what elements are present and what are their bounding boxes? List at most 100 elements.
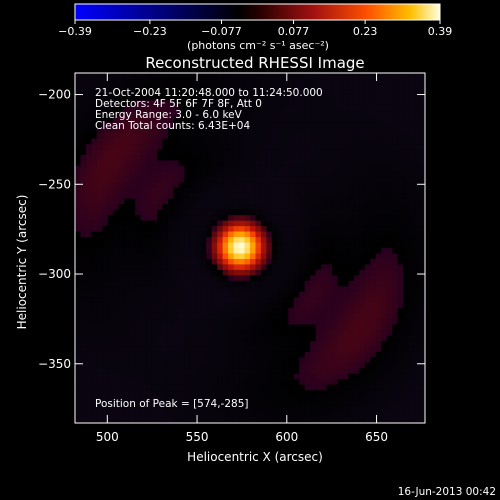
heatmap-cell xyxy=(250,264,256,271)
heatmap-cell xyxy=(96,171,103,178)
heatmap-cell xyxy=(146,100,152,107)
heatmap-cell xyxy=(217,269,224,276)
heatmap-cell xyxy=(359,291,366,298)
heatmap-cell xyxy=(392,324,399,331)
heatmap-cell xyxy=(200,100,207,107)
heatmap-cell xyxy=(162,187,169,194)
heatmap-cell xyxy=(342,73,349,79)
heatmap-cell xyxy=(250,357,256,364)
heatmap-cell xyxy=(397,324,404,331)
heatmap-cell xyxy=(91,138,98,145)
heatmap-cell xyxy=(80,330,87,336)
heatmap-cell xyxy=(392,73,399,79)
heatmap-cell xyxy=(96,116,103,123)
heatmap-cell xyxy=(195,209,202,216)
heatmap-cell xyxy=(135,171,142,178)
heatmap-cell xyxy=(222,122,229,129)
heatmap-cell xyxy=(173,335,180,342)
heatmap-cell xyxy=(228,357,234,364)
heatmap-cell xyxy=(113,340,120,347)
heatmap-cell xyxy=(151,160,158,167)
heatmap-cell xyxy=(189,89,196,96)
heatmap-cell xyxy=(189,379,196,386)
heatmap-cell xyxy=(184,384,191,391)
heatmap-cell xyxy=(173,379,180,386)
heatmap-cell xyxy=(337,94,344,101)
heatmap-cell xyxy=(304,83,311,90)
heatmap-cell xyxy=(162,231,169,238)
heatmap-cell xyxy=(260,297,267,304)
heatmap-cell xyxy=(326,346,333,353)
heatmap-cell xyxy=(353,357,360,364)
heatmap-cell xyxy=(162,291,169,298)
heatmap-cell xyxy=(107,144,114,150)
heatmap-cell xyxy=(337,406,344,413)
heatmap-cell xyxy=(173,111,180,118)
heatmap-cell xyxy=(195,417,202,424)
heatmap-cell xyxy=(85,379,92,386)
heatmap-cell xyxy=(217,187,224,194)
heatmap-cell xyxy=(397,78,404,85)
heatmap-cell xyxy=(173,384,180,391)
heatmap-cell xyxy=(321,133,327,140)
heatmap-cell xyxy=(342,176,349,183)
heatmap-cell xyxy=(321,204,327,211)
heatmap-cell xyxy=(102,379,109,386)
heatmap-cell xyxy=(222,280,229,287)
heatmap-cell xyxy=(96,122,103,129)
heatmap-cell xyxy=(211,302,218,309)
heatmap-cell xyxy=(359,264,366,271)
heatmap-cell xyxy=(381,133,388,140)
heatmap-cell xyxy=(332,138,338,145)
heatmap-cell xyxy=(337,133,344,140)
heatmap-cell xyxy=(195,155,202,161)
heatmap-cell xyxy=(370,220,377,227)
heatmap-cell xyxy=(255,198,262,205)
heatmap-cell xyxy=(250,237,256,243)
heatmap-cell xyxy=(184,406,191,413)
heatmap-cell xyxy=(332,116,338,123)
heatmap-cell xyxy=(293,83,300,90)
heatmap-cell xyxy=(359,198,366,205)
heatmap-cell xyxy=(91,144,98,150)
heatmap-cell xyxy=(140,160,147,167)
heatmap-cell xyxy=(353,182,360,189)
heatmap-cell xyxy=(370,111,377,118)
heatmap-cell xyxy=(80,357,87,364)
heatmap-cell xyxy=(386,83,393,90)
heatmap-cell xyxy=(348,111,355,118)
heatmap-cell xyxy=(124,127,131,134)
heatmap-cell xyxy=(200,133,207,140)
heatmap-cell xyxy=(118,187,125,194)
heatmap-cell xyxy=(124,226,131,232)
heatmap-cell xyxy=(135,340,142,347)
heatmap-cell xyxy=(315,182,322,189)
heatmap-cell xyxy=(228,401,234,407)
heatmap-cell xyxy=(397,127,404,134)
heatmap-cell xyxy=(75,122,81,129)
heatmap-cell xyxy=(271,308,278,315)
heatmap-cell xyxy=(381,330,388,336)
heatmap-cell xyxy=(244,417,251,424)
heatmap-cell xyxy=(173,116,180,123)
heatmap-cell xyxy=(408,231,415,238)
heatmap-cell xyxy=(414,127,420,134)
heatmap-cell xyxy=(129,302,136,309)
heatmap-cell xyxy=(337,198,344,205)
heatmap-cell xyxy=(206,182,213,189)
heatmap-cell xyxy=(80,165,87,172)
heatmap-cell xyxy=(146,182,152,189)
heatmap-cell xyxy=(364,89,371,96)
heatmap-cell xyxy=(403,302,409,309)
heatmap-cell xyxy=(151,395,158,402)
heatmap-cell xyxy=(255,105,262,112)
heatmap-cell xyxy=(299,264,306,271)
heatmap-cell xyxy=(162,368,169,375)
heatmap-cell xyxy=(222,258,229,265)
heatmap-cell xyxy=(140,187,147,194)
heatmap-cell xyxy=(277,340,284,347)
heatmap-cell xyxy=(96,379,103,386)
heatmap-cell xyxy=(244,324,251,331)
heatmap-cell xyxy=(359,351,366,358)
heatmap-cell xyxy=(370,340,377,347)
